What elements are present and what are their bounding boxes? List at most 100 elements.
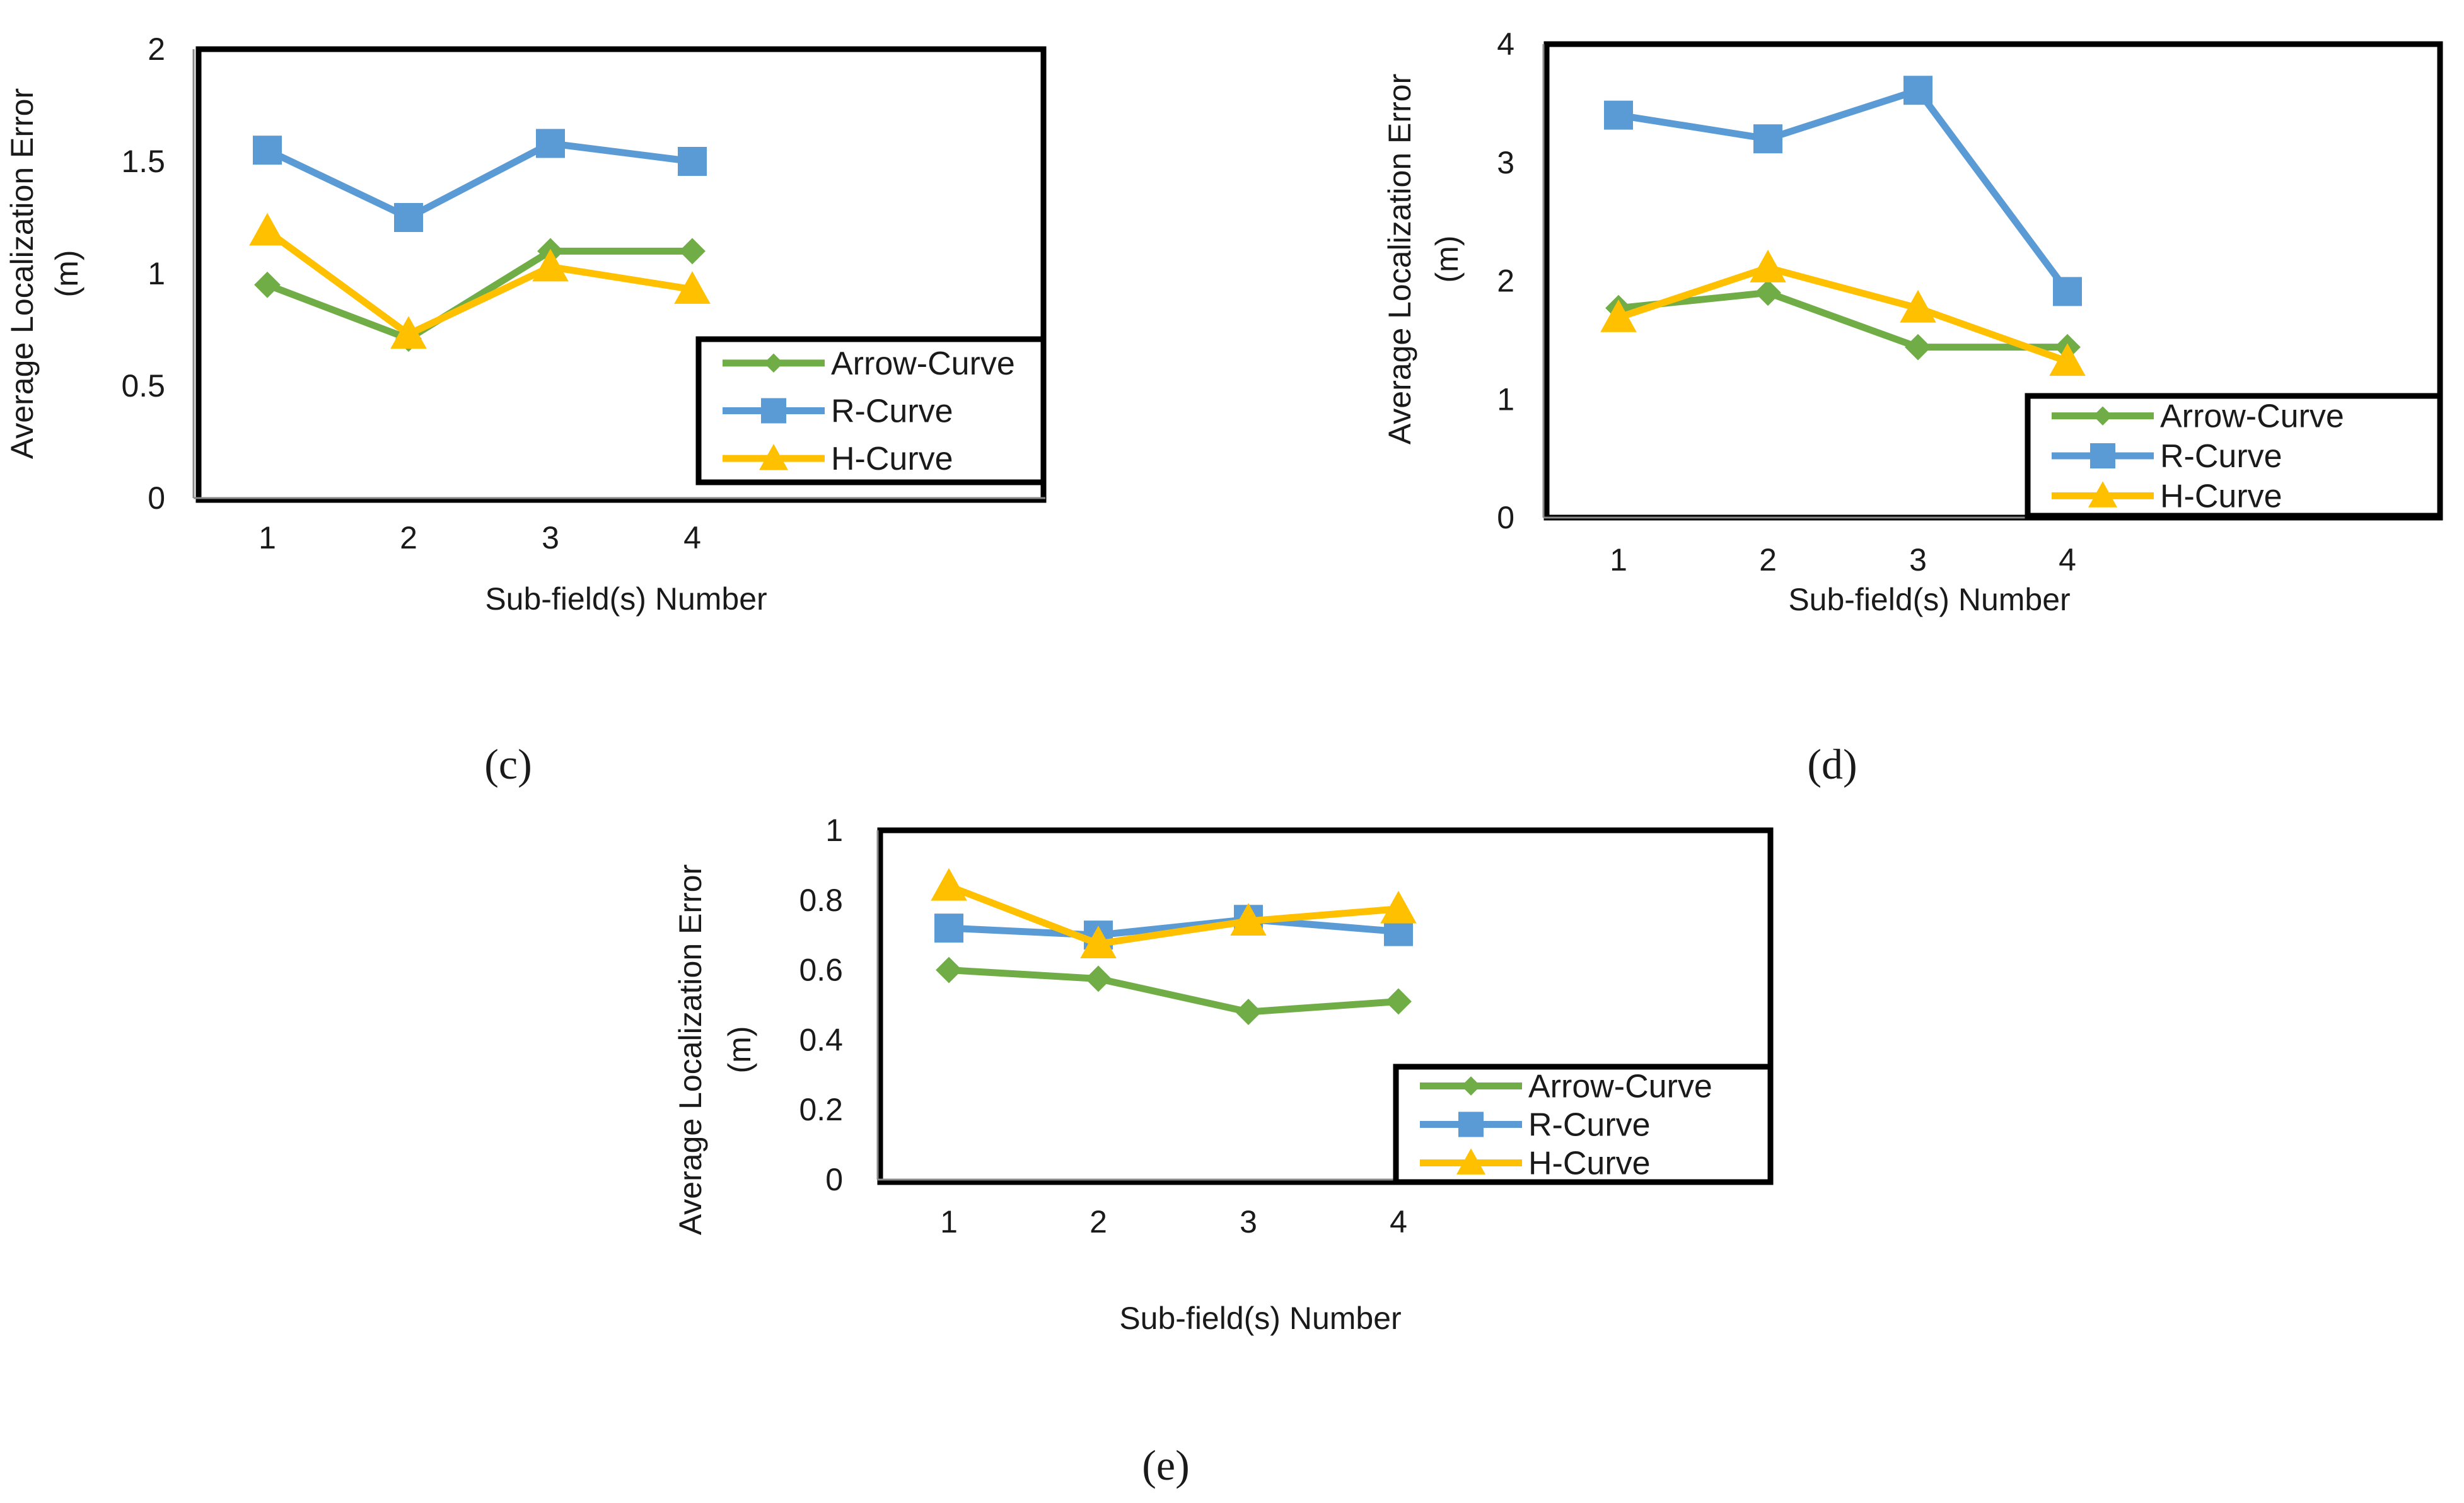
x-tick-label: 2 <box>1759 542 1777 577</box>
series-line <box>1618 86 2071 294</box>
data-point <box>2049 343 2086 376</box>
series-line <box>266 247 692 342</box>
x-axis-label: Sub-field(s) Number <box>1119 1301 1401 1336</box>
data-point <box>1750 250 1786 282</box>
legend-marker <box>2090 443 2115 468</box>
y-axis-label: Average Localization Error <box>4 88 40 459</box>
legend-label: Arrow-Curve <box>2160 398 2344 435</box>
plot-frame <box>877 827 1774 1185</box>
y-axis-label: Average Localization Error <box>1382 74 1417 444</box>
data-point <box>253 136 282 165</box>
data-point <box>1905 334 1931 361</box>
y-tick-label: 0 <box>148 480 165 516</box>
legend-marker <box>2093 406 2113 426</box>
legend-label: Arrow-Curve <box>1528 1069 1712 1105</box>
x-tick-label: 3 <box>1909 542 1927 577</box>
series-line <box>1618 289 2067 351</box>
x-tick-label: 3 <box>1240 1204 1257 1239</box>
x-tick-label: 4 <box>2059 542 2076 577</box>
panel-label: (d) <box>1807 740 1857 788</box>
data-point <box>1385 988 1412 1015</box>
legend-label: R-Curve <box>2160 438 2282 475</box>
panel-label: (c) <box>484 740 532 788</box>
data-point <box>1080 926 1117 959</box>
series-line <box>265 140 693 221</box>
legend-marker <box>764 353 784 373</box>
data-point <box>1085 965 1112 992</box>
data-point <box>1755 279 1781 306</box>
chart-panel: 0 1 2 3 4 1 2 3 4 Sub-field(s) Number Average Loca… <box>1382 26 2443 788</box>
legend-marker <box>761 398 786 424</box>
data-point <box>1235 999 1262 1025</box>
data-point <box>536 129 565 158</box>
x-tick-label: 1 <box>1610 542 1627 577</box>
y-tick-label: 1 <box>825 813 843 848</box>
y-tick-label: 0.5 <box>121 368 165 403</box>
x-tick-label: 1 <box>940 1204 958 1239</box>
data-point <box>2053 277 2082 306</box>
data-point <box>674 271 711 304</box>
x-tick-label: 4 <box>1390 1204 1407 1239</box>
series-line <box>948 966 1399 1016</box>
chart-panel: 0 0.2 0.4 0.6 0.8 1 1 2 3 4 Sub-field(s) Number Ave… <box>673 813 1774 1489</box>
y-tick-label: 1 <box>148 256 165 291</box>
legend-marker <box>1458 1111 1484 1137</box>
data-point <box>532 248 569 282</box>
series-line <box>1617 264 2069 365</box>
legend-label: H-Curve <box>2160 478 2282 514</box>
x-tick-label: 2 <box>400 520 417 555</box>
y-tick-label: 3 <box>1497 145 1514 180</box>
data-point <box>1230 903 1267 936</box>
chart-panel: 0 0.5 1 1.5 2 1 2 3 4 Sub-field(s) Number Average … <box>4 32 1047 788</box>
legend-label: Arrow-Curve <box>831 345 1015 382</box>
data-point <box>679 238 706 265</box>
data-point <box>1903 76 1932 105</box>
x-tick-label: 3 <box>542 520 559 555</box>
legend-marker <box>1456 1148 1485 1175</box>
legend-label: R-Curve <box>1528 1107 1651 1144</box>
data-point <box>936 956 962 984</box>
data-point <box>1380 890 1417 924</box>
y-axis-label: (m) <box>722 1026 757 1074</box>
data-point <box>1604 100 1633 130</box>
series-line <box>265 228 693 338</box>
x-tick-label: 1 <box>259 520 276 555</box>
y-tick-label: 0 <box>1497 500 1514 535</box>
panel-label: (e) <box>1142 1441 1189 1489</box>
y-axis-label: (m) <box>49 250 84 298</box>
y-tick-label: 0.2 <box>799 1092 843 1127</box>
legend-label: R-Curve <box>831 393 953 430</box>
data-point <box>934 914 963 943</box>
y-tick-label: 0.4 <box>799 1022 843 1057</box>
y-tick-label: 0 <box>825 1162 843 1197</box>
data-point <box>1753 124 1782 154</box>
x-tick-label: 2 <box>1090 1204 1107 1239</box>
data-point <box>254 271 281 298</box>
data-point <box>931 868 967 901</box>
legend-marker <box>759 444 788 470</box>
y-tick-label: 2 <box>1497 264 1514 299</box>
y-tick-label: 1 <box>1497 381 1514 417</box>
y-tick-label: 0.8 <box>799 883 843 918</box>
plot-frame <box>195 46 1047 503</box>
data-point <box>249 212 286 246</box>
data-point <box>394 203 423 232</box>
legend-label: H-Curve <box>1528 1146 1651 1182</box>
y-tick-label: 4 <box>1497 26 1514 62</box>
x-axis-label: Sub-field(s) Number <box>485 581 767 617</box>
y-axis-label: Average Localization Error <box>673 864 708 1235</box>
legend-marker <box>1461 1076 1481 1096</box>
y-axis-label: (m) <box>1429 236 1465 283</box>
legend-marker <box>2088 481 2117 508</box>
series-line <box>948 883 1399 948</box>
data-point <box>390 316 427 349</box>
legend-label: H-Curve <box>831 441 953 477</box>
data-point <box>1900 289 1936 323</box>
y-tick-label: 1.5 <box>121 144 165 179</box>
x-tick-label: 4 <box>683 520 701 555</box>
series-line <box>948 915 1399 939</box>
y-tick-label: 2 <box>148 32 165 67</box>
data-point <box>1600 299 1637 332</box>
data-point <box>678 147 707 176</box>
